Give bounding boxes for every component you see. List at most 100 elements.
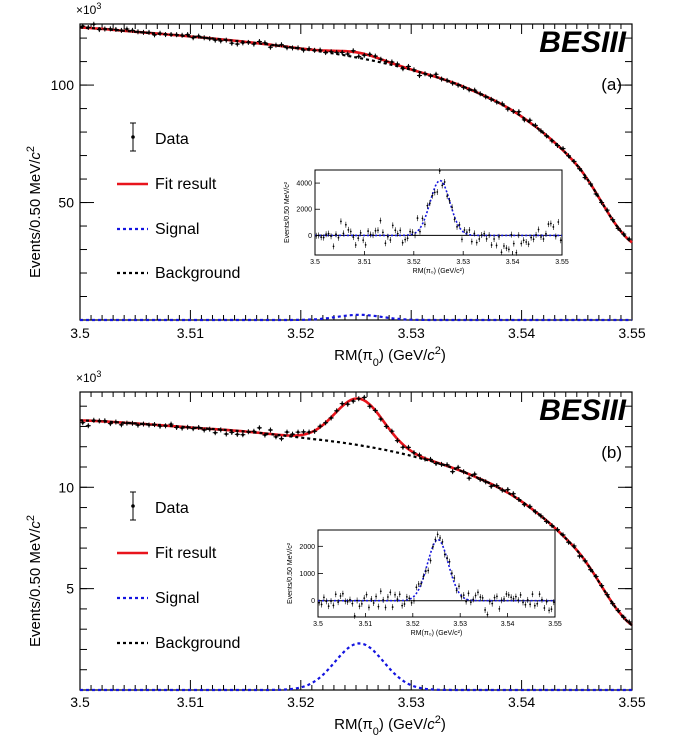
data-point	[164, 33, 167, 36]
inset-data-point	[344, 223, 347, 226]
inset-data-point	[337, 236, 340, 239]
x-tick-label: 3.53	[398, 694, 425, 710]
inset-data-point	[548, 609, 550, 612]
data-point	[197, 426, 200, 429]
data-point	[528, 505, 532, 508]
data-point	[247, 430, 250, 434]
inset-data-point	[382, 598, 385, 601]
data-point	[340, 51, 344, 54]
data-point	[280, 437, 283, 441]
inset-data-point	[325, 600, 328, 603]
inset-data-point	[332, 604, 335, 607]
x-axis-label-c: c	[427, 716, 435, 733]
data-point	[175, 33, 178, 37]
inset-data-point	[384, 606, 387, 609]
y-axis-exponent: ×103	[76, 1, 101, 17]
data-point	[329, 416, 333, 420]
inset-data-point	[532, 238, 535, 241]
x-tick-label: 3.53	[398, 325, 425, 341]
data-point	[86, 424, 90, 428]
inset-data-point	[315, 234, 318, 237]
inset-data-point	[422, 575, 425, 578]
inset-x-tick-label: 3.53	[456, 259, 470, 266]
inset-data-point	[552, 601, 555, 604]
data-point	[131, 422, 134, 425]
inset-data-point	[368, 606, 370, 609]
inset-data-point	[432, 545, 434, 548]
inset-data-point	[433, 191, 436, 194]
data-point	[103, 419, 107, 423]
inset-data-point	[458, 585, 460, 588]
data-point	[578, 167, 581, 171]
inset-data-point	[505, 247, 508, 250]
data-point	[202, 428, 206, 432]
inset-data-point	[486, 613, 489, 616]
data-point	[153, 423, 156, 426]
data-point	[335, 51, 338, 54]
inset-data-point	[417, 583, 420, 585]
inset-data-point	[522, 239, 525, 242]
inset-data-point	[359, 232, 362, 234]
data-point	[114, 420, 118, 424]
data-point	[357, 397, 361, 401]
inset-data-point	[465, 600, 468, 603]
data-point	[92, 22, 96, 26]
data-point	[473, 88, 476, 92]
data-point	[495, 100, 499, 104]
inset-data-point	[559, 239, 562, 242]
data-point	[147, 31, 151, 34]
data-point	[401, 67, 405, 70]
inset-data-point	[466, 231, 468, 234]
data-point	[241, 433, 245, 437]
data-point	[412, 451, 416, 455]
data-point	[523, 118, 526, 122]
data-point	[263, 41, 267, 45]
data-point	[169, 33, 173, 36]
inset-data-point	[394, 229, 397, 232]
inset-data-point	[520, 242, 523, 245]
inset-data-point	[427, 569, 430, 572]
data-point	[120, 423, 123, 427]
data-point	[263, 433, 267, 437]
data-point	[561, 533, 565, 537]
data-point	[153, 33, 156, 37]
x-axis-label-sup: 2	[435, 714, 441, 726]
inset-data-point	[536, 602, 539, 605]
inset-data-point	[347, 228, 350, 231]
inset-data-point	[531, 593, 534, 596]
inset-data-point	[398, 593, 401, 596]
data-point	[230, 431, 234, 434]
data-point	[534, 124, 537, 127]
inset-data-point	[503, 598, 505, 600]
inset-data-point	[448, 199, 451, 202]
inset-data-point	[512, 242, 515, 245]
inset-x-tick-label: 3.53	[453, 621, 467, 628]
data-point	[434, 462, 438, 465]
y-axis-label-sup: 2	[25, 146, 37, 152]
inset-data-point	[332, 245, 335, 248]
inset-data-point	[379, 590, 382, 593]
inset-x-tick-label: 3.51	[358, 259, 372, 266]
data-point	[556, 144, 559, 147]
data-point	[219, 39, 223, 43]
inset-data-point	[429, 559, 432, 562]
data-point	[429, 74, 432, 78]
data-point	[362, 53, 366, 57]
inset-data-point	[554, 235, 557, 238]
inset-data-point	[342, 232, 345, 235]
inset-data-point	[507, 248, 510, 251]
data-point	[158, 424, 162, 428]
data-point	[291, 46, 294, 50]
x-axis-label: RM(π0) (GeV/c2)	[334, 345, 446, 369]
data-point	[385, 425, 388, 428]
inset-data-point	[405, 595, 408, 598]
inset-data-point	[374, 229, 377, 232]
panel-tag: (a)	[601, 75, 622, 94]
data-point	[180, 33, 184, 37]
data-point	[500, 102, 504, 106]
inset-data-point	[406, 237, 409, 240]
inset-data-point	[463, 229, 466, 231]
inset-data-point	[322, 236, 325, 239]
inset-y-tick-label: 0	[311, 598, 315, 605]
inset-x-tick-label: 3.55	[548, 621, 562, 628]
